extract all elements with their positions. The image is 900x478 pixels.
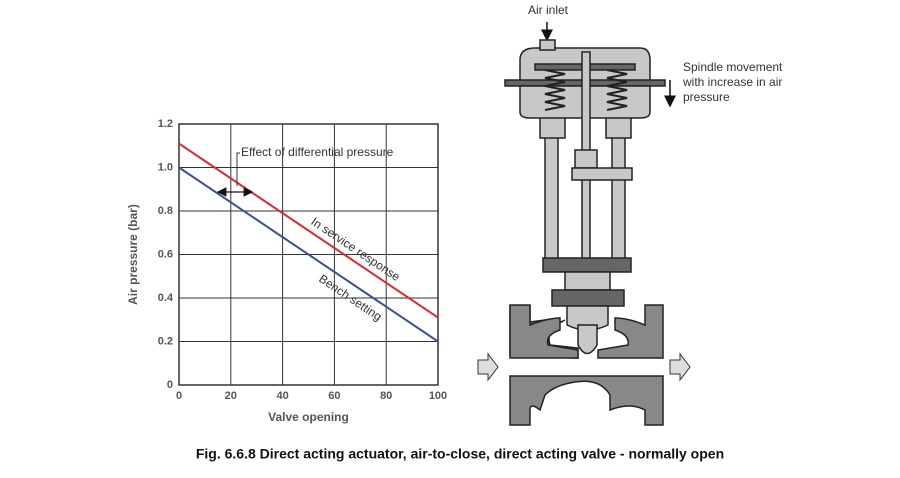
valve-diagram: Air inlet Spindle movement with increase… [477, 3, 783, 426]
x-tick-label: 100 [429, 390, 447, 402]
x-tick-label: 80 [380, 390, 392, 402]
y-tick-label: 0.2 [158, 335, 173, 347]
line-series [178, 142, 439, 319]
annotation: Effect of differential pressure [241, 145, 394, 159]
y-tick-label: 0.6 [158, 248, 173, 260]
x-tick-label: 0 [176, 390, 182, 402]
caption: Fig. 6.6.8 Direct acting actuator, air-t… [196, 446, 724, 462]
y-tick-label: 0.8 [158, 205, 173, 217]
x-tick-label: 60 [328, 390, 340, 402]
x-tick-label: 20 [225, 390, 237, 402]
y-tick-label: 1.2 [158, 118, 173, 130]
x-tick-label: 40 [276, 390, 288, 402]
spindle-note: pressure [683, 90, 730, 104]
spindle-note: with increase in air [682, 75, 782, 89]
spindle-note: Spindle movement [683, 60, 783, 74]
annotation-bracket [236, 152, 240, 186]
x-axis-label: Valve opening [268, 410, 349, 424]
plot-frame [178, 123, 439, 386]
y-tick-label: 1.0 [158, 161, 173, 173]
y-tick-label: 0 [167, 379, 173, 391]
air-inlet-label: Air inlet [528, 3, 569, 17]
y-axis-label: Air pressure (bar) [126, 204, 140, 305]
y-tick-label: 0.4 [158, 292, 174, 304]
